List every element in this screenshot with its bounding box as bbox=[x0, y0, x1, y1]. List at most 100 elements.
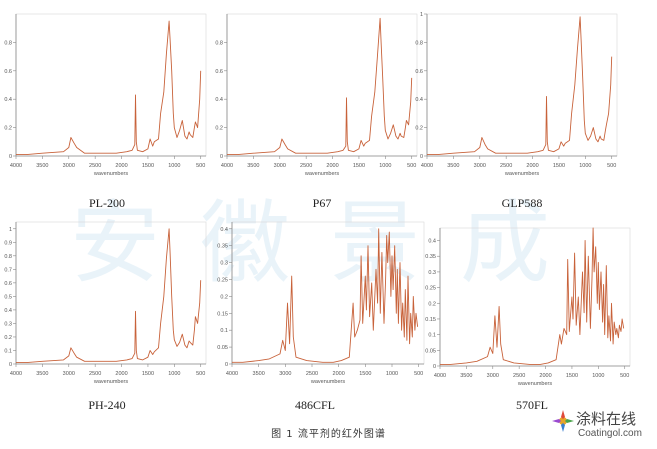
x-axis-label: wavenumbers bbox=[93, 171, 128, 177]
plot-frame bbox=[15, 13, 207, 157]
x-tick-label: 500 bbox=[414, 371, 423, 377]
y-tick-label: 0.2 bbox=[215, 126, 223, 132]
x-tick-label: 4000 bbox=[434, 373, 446, 379]
x-axis-label: wavenumbers bbox=[310, 379, 345, 385]
sample-label: 486CFL bbox=[294, 398, 335, 412]
x-tick-label: 3500 bbox=[460, 373, 472, 379]
y-tick-label: 0.8 bbox=[415, 40, 423, 46]
x-tick-label: 1500 bbox=[359, 371, 371, 377]
y-tick-label: 0.15 bbox=[217, 311, 228, 317]
y-tick-label: 0.05 bbox=[425, 348, 436, 354]
spectrum-panel-3: 4000 3500 3000 2500 2000 1500 1000 500 wavenumbe… bbox=[4, 221, 207, 385]
y-tick-label: 1 bbox=[420, 12, 423, 18]
logo-url: Coatingol.com bbox=[578, 428, 642, 439]
y-tick-label: 0 bbox=[9, 362, 12, 368]
y-tick-label: 0.9 bbox=[4, 240, 12, 246]
x-tick-label: 3500 bbox=[36, 163, 48, 169]
x-tick-label: 2000 bbox=[333, 371, 345, 377]
plot-frame bbox=[426, 13, 618, 157]
y-tick-label: 0.35 bbox=[425, 254, 436, 260]
y-tick-label: 0.8 bbox=[4, 254, 12, 260]
spectrum-line bbox=[16, 228, 202, 364]
spectrum-panel-4: 4000 3500 3000 2500 2000 1500 1000 500 wavenumbe… bbox=[217, 221, 425, 385]
y-tick-label: 0.2 bbox=[4, 126, 12, 132]
spectrum-line bbox=[232, 228, 419, 363]
y-tick-label: 0.2 bbox=[4, 335, 12, 341]
y-tick-label: 0.25 bbox=[425, 286, 436, 292]
x-tick-label: 1000 bbox=[592, 373, 604, 379]
x-tick-label: 500 bbox=[620, 373, 629, 379]
x-tick-label: 2000 bbox=[115, 371, 127, 377]
x-tick-label: 1000 bbox=[168, 163, 180, 169]
x-tick-label: 3000 bbox=[487, 373, 499, 379]
logo-name: 涂料在线 bbox=[576, 410, 637, 428]
x-tick-label: 4000 bbox=[10, 163, 22, 169]
x-tick-label: 1500 bbox=[142, 371, 154, 377]
x-tick-label: 1000 bbox=[379, 163, 391, 169]
x-tick-label: 2500 bbox=[306, 371, 318, 377]
x-tick-label: 2500 bbox=[300, 163, 312, 169]
spectrum-line bbox=[227, 17, 413, 156]
y-tick-label: 0.8 bbox=[4, 40, 12, 46]
y-tick-label: 0.3 bbox=[4, 321, 12, 327]
x-tick-label: 1500 bbox=[566, 373, 578, 379]
x-tick-label: 2500 bbox=[89, 163, 101, 169]
y-tick-label: 0 bbox=[420, 154, 423, 160]
x-tick-label: 2000 bbox=[539, 373, 551, 379]
y-tick-label: 0.4 bbox=[4, 97, 12, 103]
x-tick-label: 500 bbox=[196, 163, 205, 169]
x-tick-label: 1000 bbox=[168, 371, 180, 377]
y-tick-label: 0.4 bbox=[220, 227, 228, 233]
y-tick-label: 0 bbox=[220, 154, 223, 160]
x-tick-label: 2500 bbox=[89, 371, 101, 377]
x-tick-label: 2500 bbox=[500, 163, 512, 169]
x-tick-label: 3500 bbox=[247, 163, 259, 169]
y-tick-label: 0.6 bbox=[4, 69, 12, 75]
y-tick-label: 0.2 bbox=[415, 126, 423, 132]
x-tick-label: 3500 bbox=[36, 371, 48, 377]
x-tick-label: 500 bbox=[196, 371, 205, 377]
y-tick-label: 0.2 bbox=[428, 301, 436, 307]
y-tick-label: 0.3 bbox=[428, 270, 436, 276]
y-tick-label: 0.4 bbox=[4, 308, 12, 314]
y-tick-label: 0.1 bbox=[220, 328, 228, 334]
x-tick-label: 2500 bbox=[513, 373, 525, 379]
y-tick-label: 0.7 bbox=[4, 267, 12, 273]
x-tick-label: 4000 bbox=[221, 163, 233, 169]
x-axis-label: wavenumbers bbox=[93, 379, 128, 385]
figure-caption: 图 1 流平剂的红外图谱 bbox=[271, 429, 386, 440]
y-tick-label: 0.4 bbox=[428, 239, 436, 245]
x-tick-label: 3000 bbox=[274, 163, 286, 169]
plot-frame bbox=[226, 13, 418, 157]
plot-frame bbox=[15, 221, 207, 365]
x-axis-label: wavenumbers bbox=[304, 171, 339, 177]
x-tick-label: 2000 bbox=[326, 163, 338, 169]
x-tick-label: 1500 bbox=[553, 163, 565, 169]
y-tick-label: 0.1 bbox=[428, 333, 436, 339]
spectrum-line bbox=[16, 20, 202, 156]
y-tick-label: 0.6 bbox=[415, 69, 423, 75]
y-tick-label: 0.05 bbox=[217, 345, 228, 351]
spectrum-panel-0: 4000 3500 3000 2500 2000 1500 1000 500 wavenumbe… bbox=[4, 13, 207, 177]
x-tick-label: 1500 bbox=[353, 163, 365, 169]
x-tick-label: 1500 bbox=[142, 163, 154, 169]
y-tick-label: 0 bbox=[433, 364, 436, 370]
x-tick-label: 2000 bbox=[115, 163, 127, 169]
y-tick-label: 0 bbox=[225, 362, 228, 368]
x-tick-label: 3500 bbox=[447, 163, 459, 169]
x-tick-label: 3000 bbox=[474, 163, 486, 169]
x-tick-label: 3000 bbox=[63, 163, 75, 169]
spectrum-line bbox=[427, 16, 613, 156]
x-tick-label: 3000 bbox=[279, 371, 291, 377]
spectrum-panel-5: 4000 3500 3000 2500 2000 1500 1000 500 wavenumbe… bbox=[425, 227, 631, 387]
sample-label: P67 bbox=[312, 196, 332, 210]
y-tick-label: 0.3 bbox=[220, 261, 228, 267]
coatingol-logo-icon bbox=[552, 410, 574, 432]
x-tick-label: 4000 bbox=[226, 371, 238, 377]
y-tick-label: 0.4 bbox=[415, 97, 423, 103]
x-tick-label: 3500 bbox=[253, 371, 265, 377]
x-tick-label: 2000 bbox=[526, 163, 538, 169]
y-tick-label: 0.1 bbox=[4, 348, 12, 354]
sample-label: PL-200 bbox=[89, 196, 125, 210]
